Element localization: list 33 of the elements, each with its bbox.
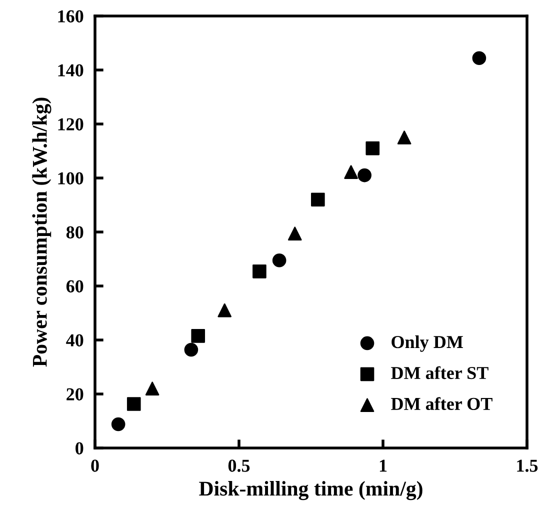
x-tick-label: 0.5 <box>228 460 250 472</box>
point <box>252 264 266 278</box>
point <box>366 141 380 156</box>
x-tick-label: 1 <box>380 460 387 472</box>
legend-label: DM after OT <box>391 397 492 410</box>
point <box>358 168 372 182</box>
point <box>472 51 486 66</box>
point <box>344 165 358 179</box>
point <box>288 226 302 241</box>
y-tick-label: 80 <box>66 226 84 238</box>
y-tick-label: 0 <box>76 442 84 454</box>
x-tick-label: 1.5 <box>517 460 538 472</box>
point <box>111 417 126 432</box>
point <box>272 253 286 268</box>
y-tick-label: 40 <box>66 334 84 346</box>
point <box>218 303 232 318</box>
point <box>397 130 412 144</box>
y-tick-label: 20 <box>66 388 84 400</box>
legend-label: DM after ST <box>391 366 488 380</box>
x-axis-title: Disk-milling time (min/g) <box>199 481 422 500</box>
point <box>184 342 198 357</box>
point <box>191 329 206 343</box>
x-tick-label: 0 <box>91 460 99 472</box>
point <box>311 192 325 207</box>
y-tick-label: 160 <box>58 10 84 22</box>
y-tick-label: 100 <box>58 172 84 184</box>
y-axis-title: Power consumption (kW.h/kg) <box>32 98 52 367</box>
legend-label: Only DM <box>392 335 463 352</box>
y-tick-label: 140 <box>58 64 84 76</box>
y-tick-label: 60 <box>66 280 84 292</box>
y-tick-label: 120 <box>58 118 84 130</box>
point <box>145 382 160 396</box>
point <box>126 397 141 411</box>
